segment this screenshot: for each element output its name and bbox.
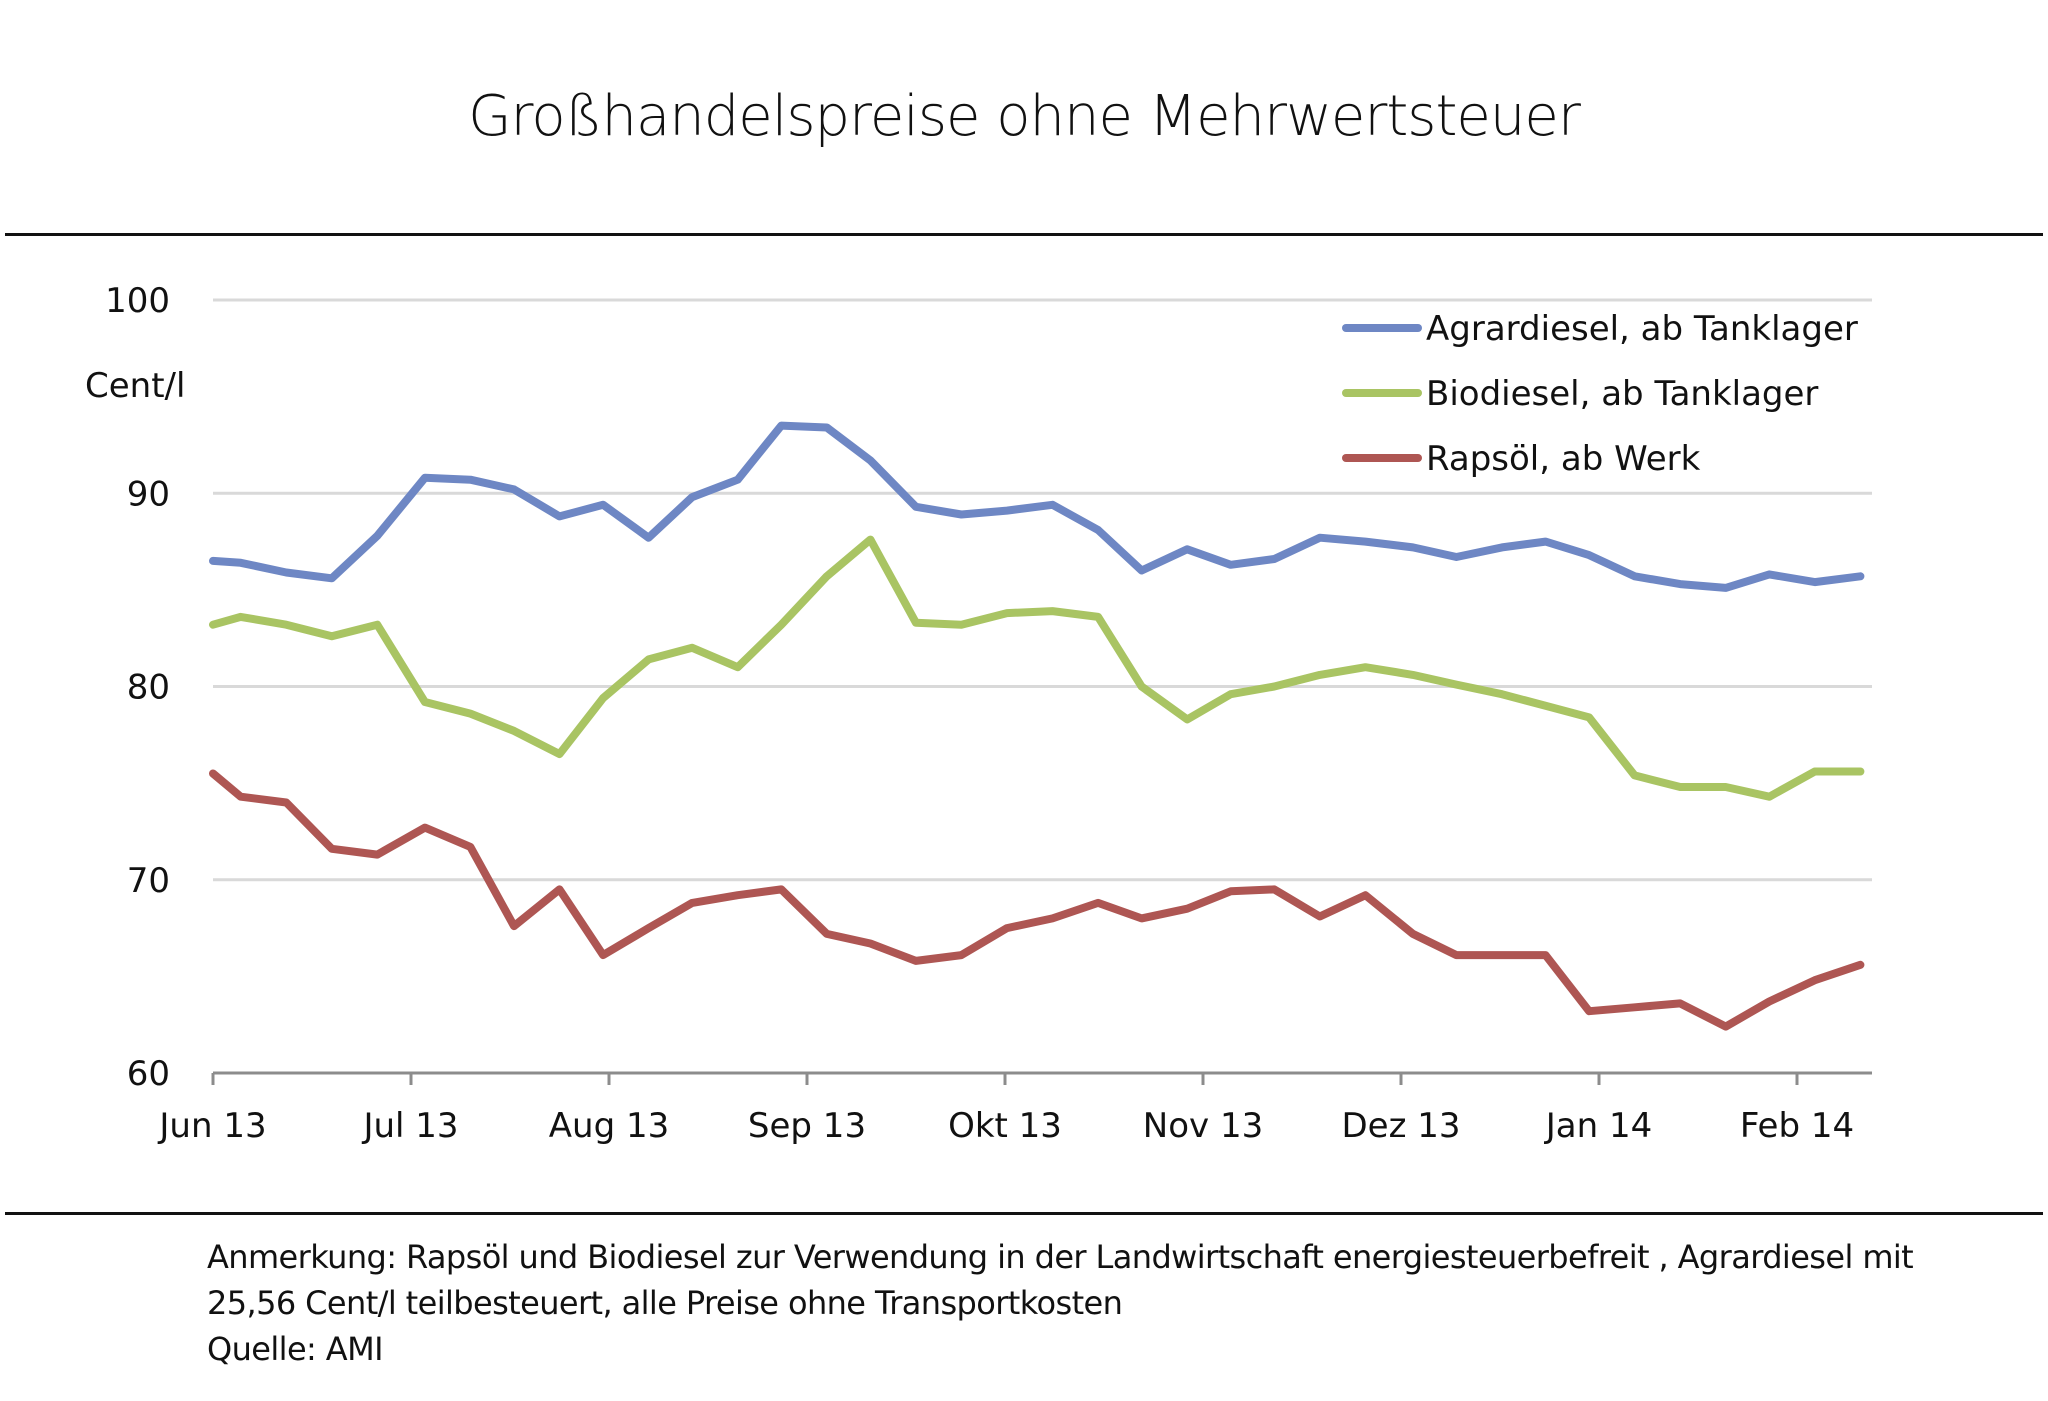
legend-label: Rapsöl, ab Werk — [1426, 439, 1701, 479]
legend: Agrardiesel, ab Tanklager Biodiesel, ab T… — [1342, 309, 1858, 479]
y-tick-label: 90 — [127, 474, 170, 514]
chart-title: Großhandelspreise ohne Mehrwertsteuer — [468, 84, 1581, 149]
series-line-2 — [209, 535, 1865, 801]
x-tick-label: Jan 14 — [1544, 1106, 1652, 1146]
series-lines — [209, 421, 1865, 1031]
y-axis-label: Cent/l — [85, 366, 185, 406]
axes: 60 70 80 90 100 Cent/l Jun 13 Jul 13 Aug 13 Sep 1… — [85, 281, 1872, 1146]
x-tick-label: Aug 13 — [549, 1106, 669, 1146]
x-tick-label: Okt 13 — [948, 1106, 1062, 1146]
legend-label: Biodiesel, ab Tanklager — [1426, 374, 1818, 414]
bottom-divider — [5, 1212, 2043, 1215]
legend-item: Agrardiesel, ab Tanklager — [1342, 309, 1858, 349]
x-tick-label: Sep 13 — [748, 1106, 866, 1146]
legend-item: Rapsöl, ab Werk — [1342, 439, 1701, 479]
y-tick-label: 60 — [127, 1054, 170, 1094]
x-tick-label: Nov 13 — [1143, 1106, 1263, 1146]
top-divider — [5, 233, 2043, 236]
legend-item: Biodiesel, ab Tanklager — [1342, 374, 1818, 414]
footer-source: Quelle: AMI — [207, 1330, 384, 1368]
y-tick-label: 70 — [127, 861, 170, 901]
x-tick-label: Dez 13 — [1341, 1106, 1460, 1146]
y-tick-label: 80 — [127, 668, 170, 708]
x-tick-label: Jul 13 — [361, 1106, 458, 1146]
series-line-3 — [209, 769, 1865, 1031]
footer-note-line-1: Anmerkung: Rapsöl und Biodiesel zur Verw… — [207, 1238, 1914, 1276]
footer-note-line-2: 25,56 Cent/l teilbesteuert, alle Preise … — [207, 1284, 1123, 1322]
x-tick-label: Feb 14 — [1740, 1106, 1854, 1146]
series-line-1 — [209, 421, 1865, 592]
legend-label: Agrardiesel, ab Tanklager — [1426, 309, 1858, 349]
y-tick-label: 100 — [105, 281, 170, 321]
x-tick-label: Jun 13 — [157, 1106, 266, 1146]
